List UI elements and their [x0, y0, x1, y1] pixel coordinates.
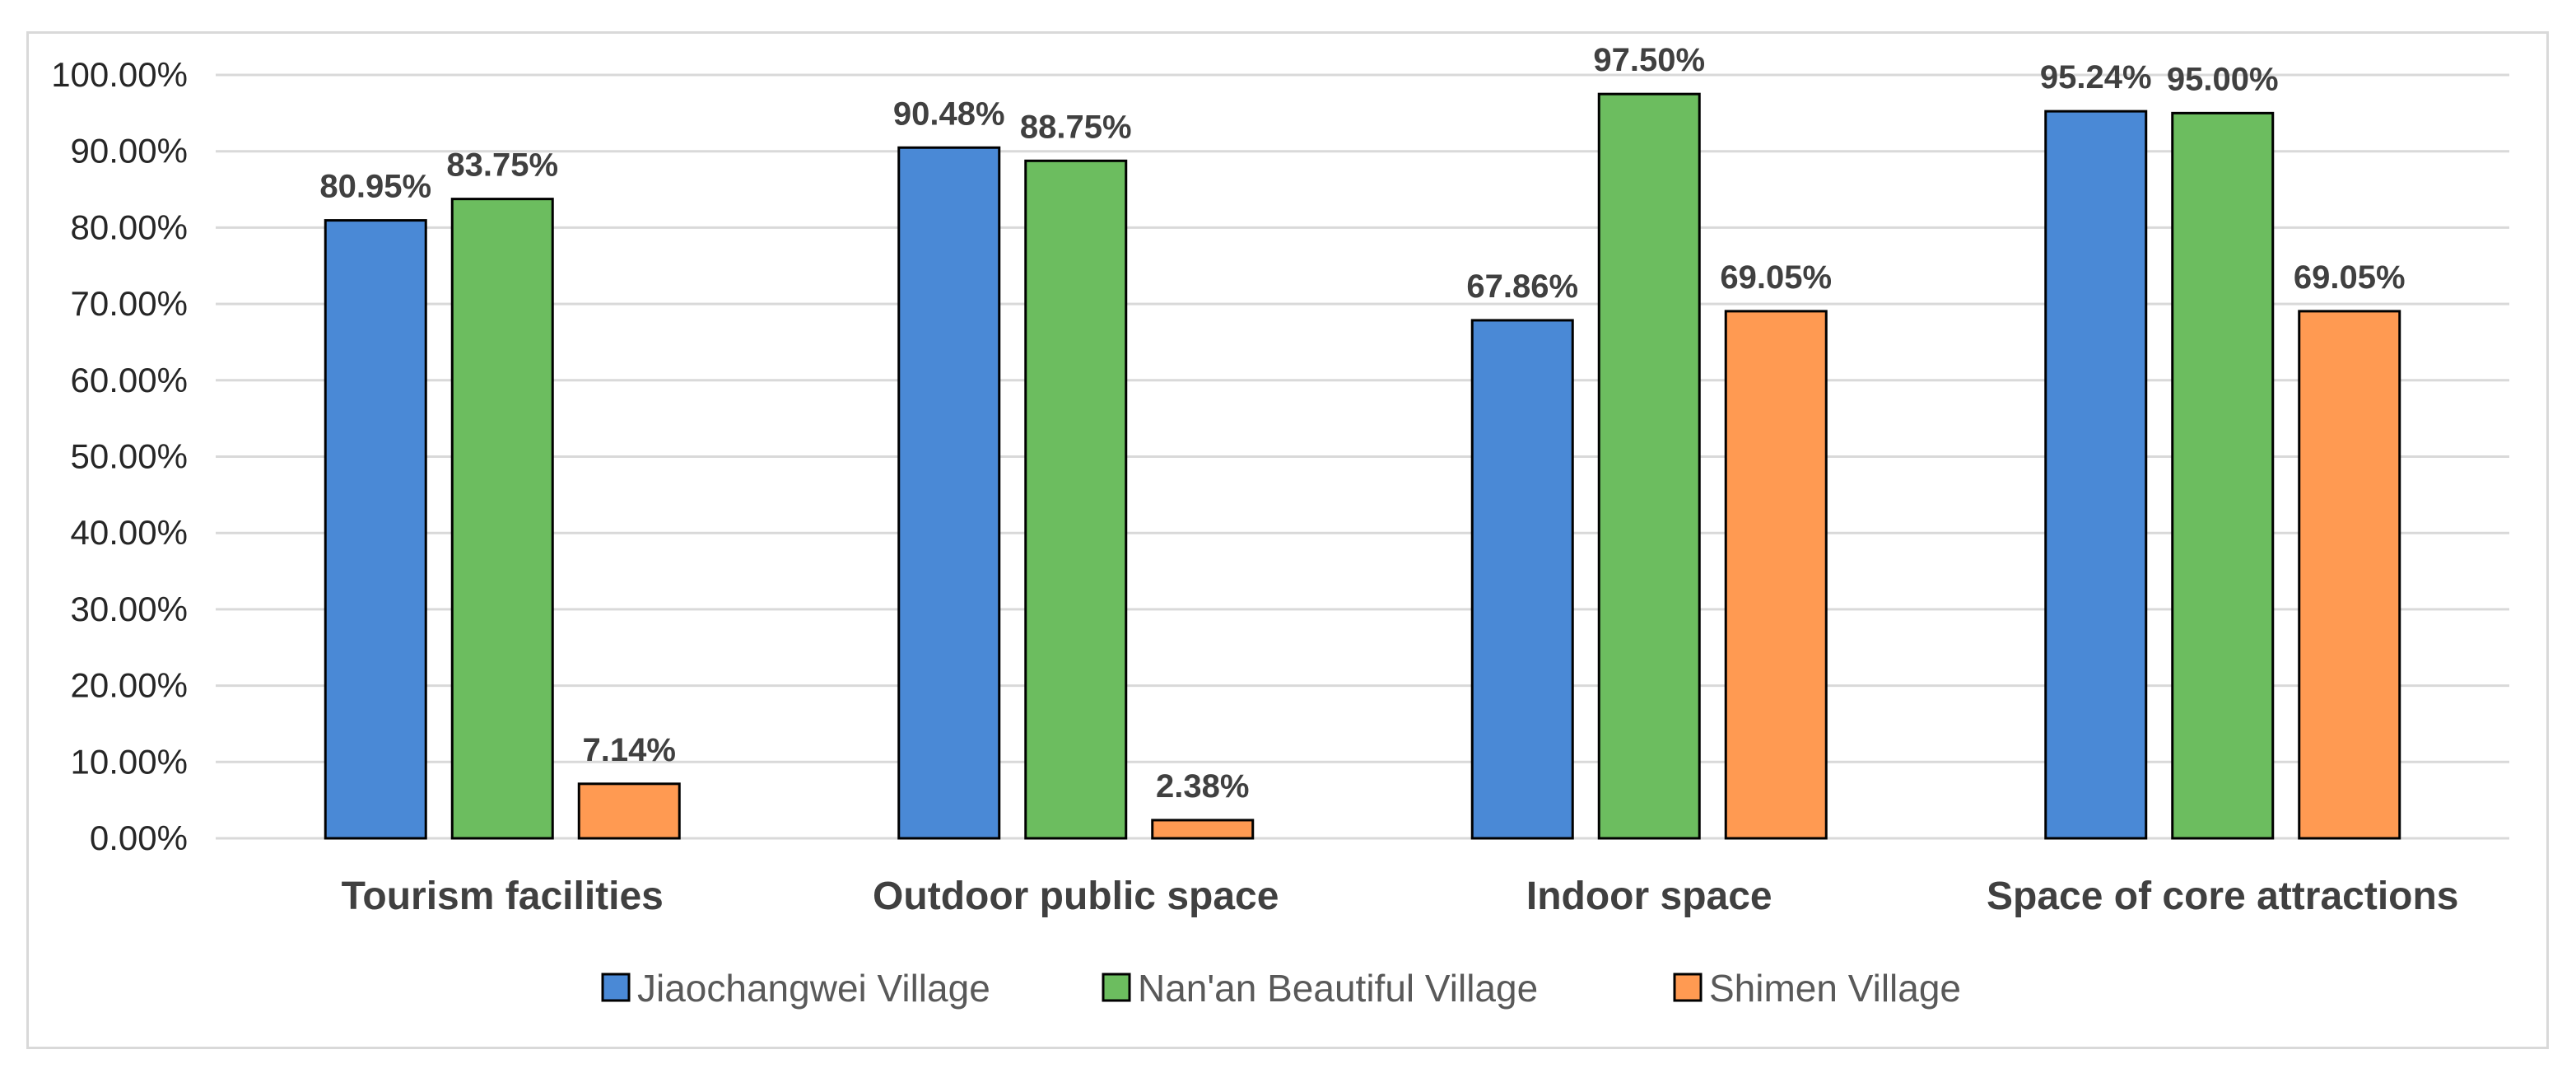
x-category-label: Outdoor public space [873, 875, 1279, 918]
bar [897, 146, 1001, 840]
bar [1597, 92, 1701, 840]
legend-swatch [601, 973, 631, 1002]
data-labels: 80.95% 83.75% 7.14% 90.48% 88.75% 2.38% 67.86%… [319, 42, 2405, 805]
bar [2298, 310, 2401, 840]
data-label: 83.75% [446, 147, 558, 184]
data-label: 80.95% [319, 169, 431, 205]
legend-label: Nan'an Beautiful Village [1138, 967, 1538, 1010]
bar [1151, 819, 1255, 840]
x-category-label: Space of core attractions [1987, 875, 2459, 918]
legend-swatch [1673, 973, 1703, 1002]
bars [324, 92, 2401, 840]
data-label: 90.48% [893, 96, 1005, 132]
gridlines [216, 73, 2509, 840]
y-tick-label: 70.00% [71, 284, 188, 323]
x-axis-categories: Tourism facilities Outdoor public space In… [342, 875, 2459, 918]
x-category-label: Tourism facilities [342, 875, 664, 918]
y-tick-label: 60.00% [71, 361, 188, 399]
x-category-label: Indoor space [1526, 875, 1772, 918]
bar [1024, 159, 1128, 840]
bar [450, 198, 554, 840]
data-label: 88.75% [1020, 109, 1132, 145]
bar [1724, 310, 1828, 840]
y-tick-label: 0.00% [90, 819, 188, 857]
legend-label: Jiaochangwei Village [637, 967, 990, 1010]
data-label: 69.05% [2294, 259, 2406, 296]
y-tick-label: 20.00% [71, 666, 188, 705]
y-tick-label: 100.00% [51, 55, 188, 94]
legend: Jiaochangwei Village Nan'an Beautiful Vil… [601, 967, 1961, 1010]
data-label: 95.00% [2167, 61, 2279, 97]
y-tick-label: 50.00% [71, 437, 188, 476]
legend-swatch [1102, 973, 1131, 1002]
y-tick-label: 80.00% [71, 208, 188, 246]
data-label: 2.38% [1156, 768, 1249, 805]
data-label: 7.14% [583, 732, 676, 768]
data-label: 97.50% [1593, 42, 1705, 78]
y-tick-label: 40.00% [71, 513, 188, 552]
y-tick-label: 90.00% [71, 132, 188, 170]
bar [2044, 110, 2148, 840]
bar [2171, 111, 2275, 840]
bar [577, 782, 681, 840]
y-tick-label: 10.00% [71, 742, 188, 781]
legend-label: Shimen Village [1709, 967, 1961, 1010]
data-label: 67.86% [1466, 268, 1578, 305]
data-label: 95.24% [2040, 59, 2152, 96]
bar [1470, 319, 1574, 840]
bar [324, 219, 427, 840]
y-tick-label: 30.00% [71, 590, 188, 628]
data-label: 69.05% [1720, 259, 1832, 296]
y-axis-ticks: 0.00% 10.00% 20.00% 30.00% 40.00% 50.00% 60.00… [51, 55, 188, 857]
